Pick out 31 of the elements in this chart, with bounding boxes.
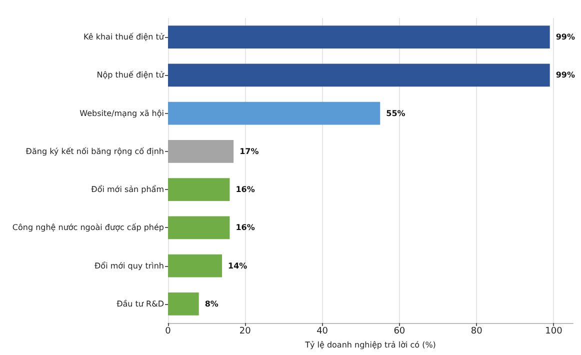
bar <box>168 140 234 163</box>
x-tick-label: 80 <box>470 326 483 336</box>
x-tick-label: 0 <box>165 326 172 336</box>
data-label: 99% <box>556 70 576 80</box>
data-label: 16% <box>236 185 255 194</box>
x-tick-label: 20 <box>239 326 252 336</box>
data-label: 16% <box>236 223 255 232</box>
x-tick-label: 100 <box>545 326 563 336</box>
data-label: 8% <box>204 299 218 308</box>
x-tick-label: 40 <box>316 326 328 336</box>
data-label: 99% <box>556 32 576 42</box>
bar <box>168 26 550 48</box>
bar <box>168 64 550 87</box>
data-label: 17% <box>240 146 259 156</box>
bar <box>168 216 230 240</box>
y-tick-label: Đổi mới sản phẩm <box>91 185 164 194</box>
bar <box>168 178 230 201</box>
bar <box>168 254 222 278</box>
y-tick-label: Nộp thuế điện tử <box>96 70 165 80</box>
x-axis-title: Tỷ lệ doanh nghiệp trả lời có (%) <box>304 340 436 350</box>
data-label: 55% <box>386 108 406 118</box>
y-tick-label: Kê khai thuế điện tử <box>84 32 165 42</box>
bar <box>168 102 380 125</box>
bar <box>168 292 199 316</box>
y-tick-label: Đăng ký kết nối băng rộng cố định <box>26 146 164 156</box>
y-tick-label: Đổi mới quy trình <box>94 261 164 270</box>
y-tick-label: Website/mạng xã hội <box>80 108 164 118</box>
y-tick-label: Đầu tư R&D <box>116 299 164 308</box>
y-tick-label: Công nghệ nước ngoài được cấp phép <box>12 223 164 232</box>
data-label: 14% <box>228 261 248 270</box>
x-tick-label: 60 <box>394 326 406 336</box>
